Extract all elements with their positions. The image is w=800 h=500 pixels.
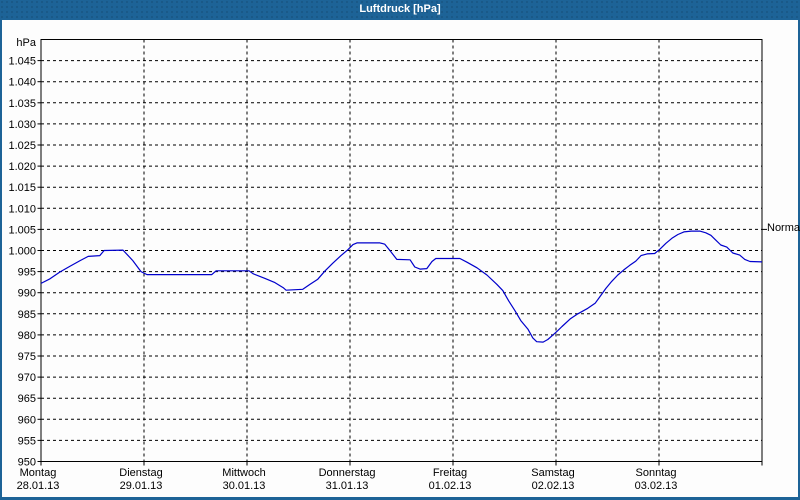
day-name-label: Freitag	[433, 467, 467, 479]
day-date-label: 29.01.13	[120, 480, 163, 492]
y-tick-label: 1.025	[8, 140, 36, 152]
day-name-label: Sonntag	[636, 467, 677, 479]
day-date-label: 02.02.13	[532, 480, 575, 492]
day-date-label: 30.01.13	[223, 480, 266, 492]
y-tick-label: 1.035	[8, 98, 36, 110]
y-tick-label: 960	[18, 414, 36, 426]
y-tick-label: 990	[18, 288, 36, 300]
y-tick-label: 970	[18, 372, 36, 384]
y-tick-label: 1.005	[8, 224, 36, 236]
day-name-label: Mittwoch	[222, 467, 265, 479]
day-date-label: 01.02.13	[429, 480, 472, 492]
y-tick-label: 955	[18, 435, 36, 447]
day-name-label: Dienstag	[119, 467, 162, 479]
y-tick-label: 1.020	[8, 161, 36, 173]
y-tick-label: 975	[18, 351, 36, 363]
day-date-label: 28.01.13	[17, 480, 60, 492]
plot-border	[40, 39, 763, 462]
day-date-label: 31.01.13	[326, 480, 369, 492]
day-name-label: Samstag	[531, 467, 574, 479]
window-title: Luftdruck [hPa]	[359, 3, 441, 15]
normal-reference-label: Normal	[767, 222, 800, 235]
y-tick-label: 965	[18, 393, 36, 405]
y-tick-label: 1.015	[8, 182, 36, 194]
y-tick-label: 950	[18, 457, 36, 469]
y-tick-label: 1.010	[8, 203, 36, 215]
y-tick-label: 995	[18, 267, 36, 279]
day-date-label: 03.02.13	[635, 480, 678, 492]
pressure-curve	[40, 230, 763, 343]
pressure-chart: 1.045 1.040 1.035 1.030 1.025 1.020 1.015 1.010…	[0, 20, 800, 497]
window-titlebar[interactable]: Luftdruck [hPa]	[0, 0, 800, 20]
y-tick-label: 985	[18, 309, 36, 321]
y-tick-label: 1.030	[8, 119, 36, 131]
y-tick-label: 980	[18, 330, 36, 342]
day-name-label: Montag	[20, 467, 57, 479]
day-name-label: Donnerstag	[319, 467, 376, 479]
y-axis-unit-label: hPa	[16, 37, 36, 49]
y-tick-label: 1.045	[8, 56, 36, 68]
y-tick-label: 1.000	[8, 246, 36, 258]
y-tick-label: 1.040	[8, 77, 36, 89]
